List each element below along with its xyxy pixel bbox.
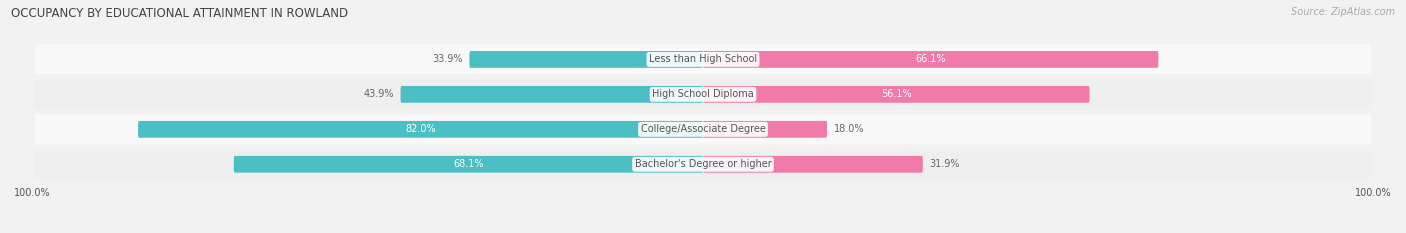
Text: 66.1%: 66.1% bbox=[915, 55, 946, 64]
Text: 18.0%: 18.0% bbox=[834, 124, 865, 134]
Text: 56.1%: 56.1% bbox=[882, 89, 911, 99]
Text: 100.0%: 100.0% bbox=[1355, 188, 1392, 198]
FancyBboxPatch shape bbox=[35, 45, 1371, 74]
Text: 100.0%: 100.0% bbox=[14, 188, 51, 198]
Text: 82.0%: 82.0% bbox=[405, 124, 436, 134]
Text: Bachelor's Degree or higher: Bachelor's Degree or higher bbox=[634, 159, 772, 169]
Text: OCCUPANCY BY EDUCATIONAL ATTAINMENT IN ROWLAND: OCCUPANCY BY EDUCATIONAL ATTAINMENT IN R… bbox=[11, 7, 349, 20]
FancyBboxPatch shape bbox=[703, 156, 922, 173]
FancyBboxPatch shape bbox=[470, 51, 703, 68]
Legend: Owner-occupied, Renter-occupied: Owner-occupied, Renter-occupied bbox=[595, 231, 811, 233]
FancyBboxPatch shape bbox=[401, 86, 703, 103]
Text: 33.9%: 33.9% bbox=[432, 55, 463, 64]
FancyBboxPatch shape bbox=[35, 149, 1371, 179]
FancyBboxPatch shape bbox=[138, 121, 703, 138]
Text: Source: ZipAtlas.com: Source: ZipAtlas.com bbox=[1291, 7, 1395, 17]
Text: College/Associate Degree: College/Associate Degree bbox=[641, 124, 765, 134]
FancyBboxPatch shape bbox=[703, 86, 1090, 103]
Text: 43.9%: 43.9% bbox=[363, 89, 394, 99]
Text: Less than High School: Less than High School bbox=[650, 55, 756, 64]
FancyBboxPatch shape bbox=[703, 121, 827, 138]
FancyBboxPatch shape bbox=[703, 51, 1159, 68]
Text: High School Diploma: High School Diploma bbox=[652, 89, 754, 99]
FancyBboxPatch shape bbox=[35, 114, 1371, 144]
Text: 68.1%: 68.1% bbox=[453, 159, 484, 169]
Text: 31.9%: 31.9% bbox=[929, 159, 960, 169]
FancyBboxPatch shape bbox=[35, 79, 1371, 109]
FancyBboxPatch shape bbox=[233, 156, 703, 173]
